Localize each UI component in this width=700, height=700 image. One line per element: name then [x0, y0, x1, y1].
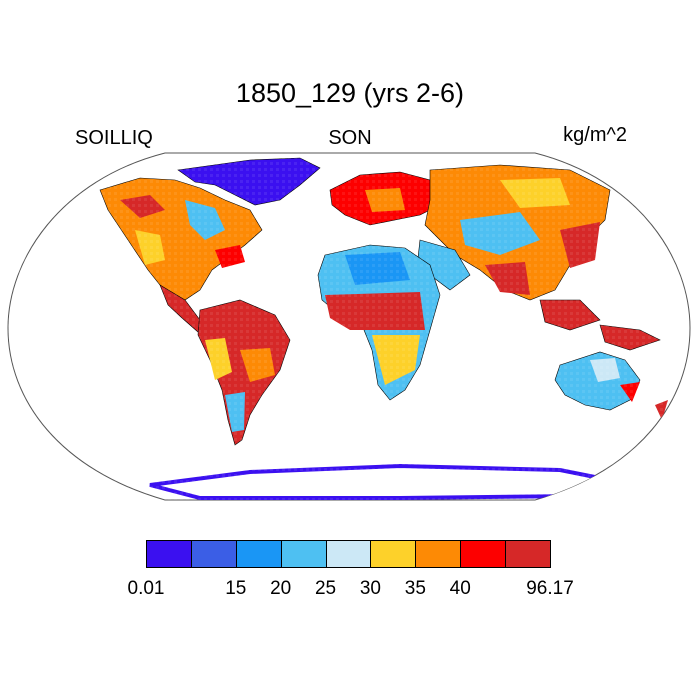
colorbar-tick-label: 96.17 [526, 578, 574, 599]
colorbar-swatch [146, 540, 192, 568]
variable-label: SOILLIQ [75, 127, 153, 149]
colorbar-tick-label: 35 [404, 578, 426, 599]
colorbar-tick-label: 20 [270, 578, 292, 599]
map-title: 1850_129 (yrs 2-6) [235, 78, 465, 108]
colorbar-swatch [190, 540, 237, 568]
colorbar [146, 540, 551, 570]
colorbar-swatch [280, 540, 327, 568]
colorbar-swatch [505, 540, 551, 568]
colorbar-tick-label: 30 [359, 578, 382, 599]
colorbar-swatch [325, 540, 372, 568]
colorbar-tick-label: 0.01 [127, 578, 165, 599]
colorbar-swatch [460, 540, 507, 568]
units-label: kg/m^2 [563, 124, 627, 146]
colorbar-swatch [415, 540, 462, 568]
colorbar-tick-label: 40 [449, 578, 471, 599]
colorbar-tick-label: 25 [314, 578, 337, 599]
colorbar-tick-label: 15 [225, 578, 247, 599]
colorbar-swatch [370, 540, 417, 568]
season-label: SON [328, 127, 372, 149]
colorbar-swatch [235, 540, 282, 568]
